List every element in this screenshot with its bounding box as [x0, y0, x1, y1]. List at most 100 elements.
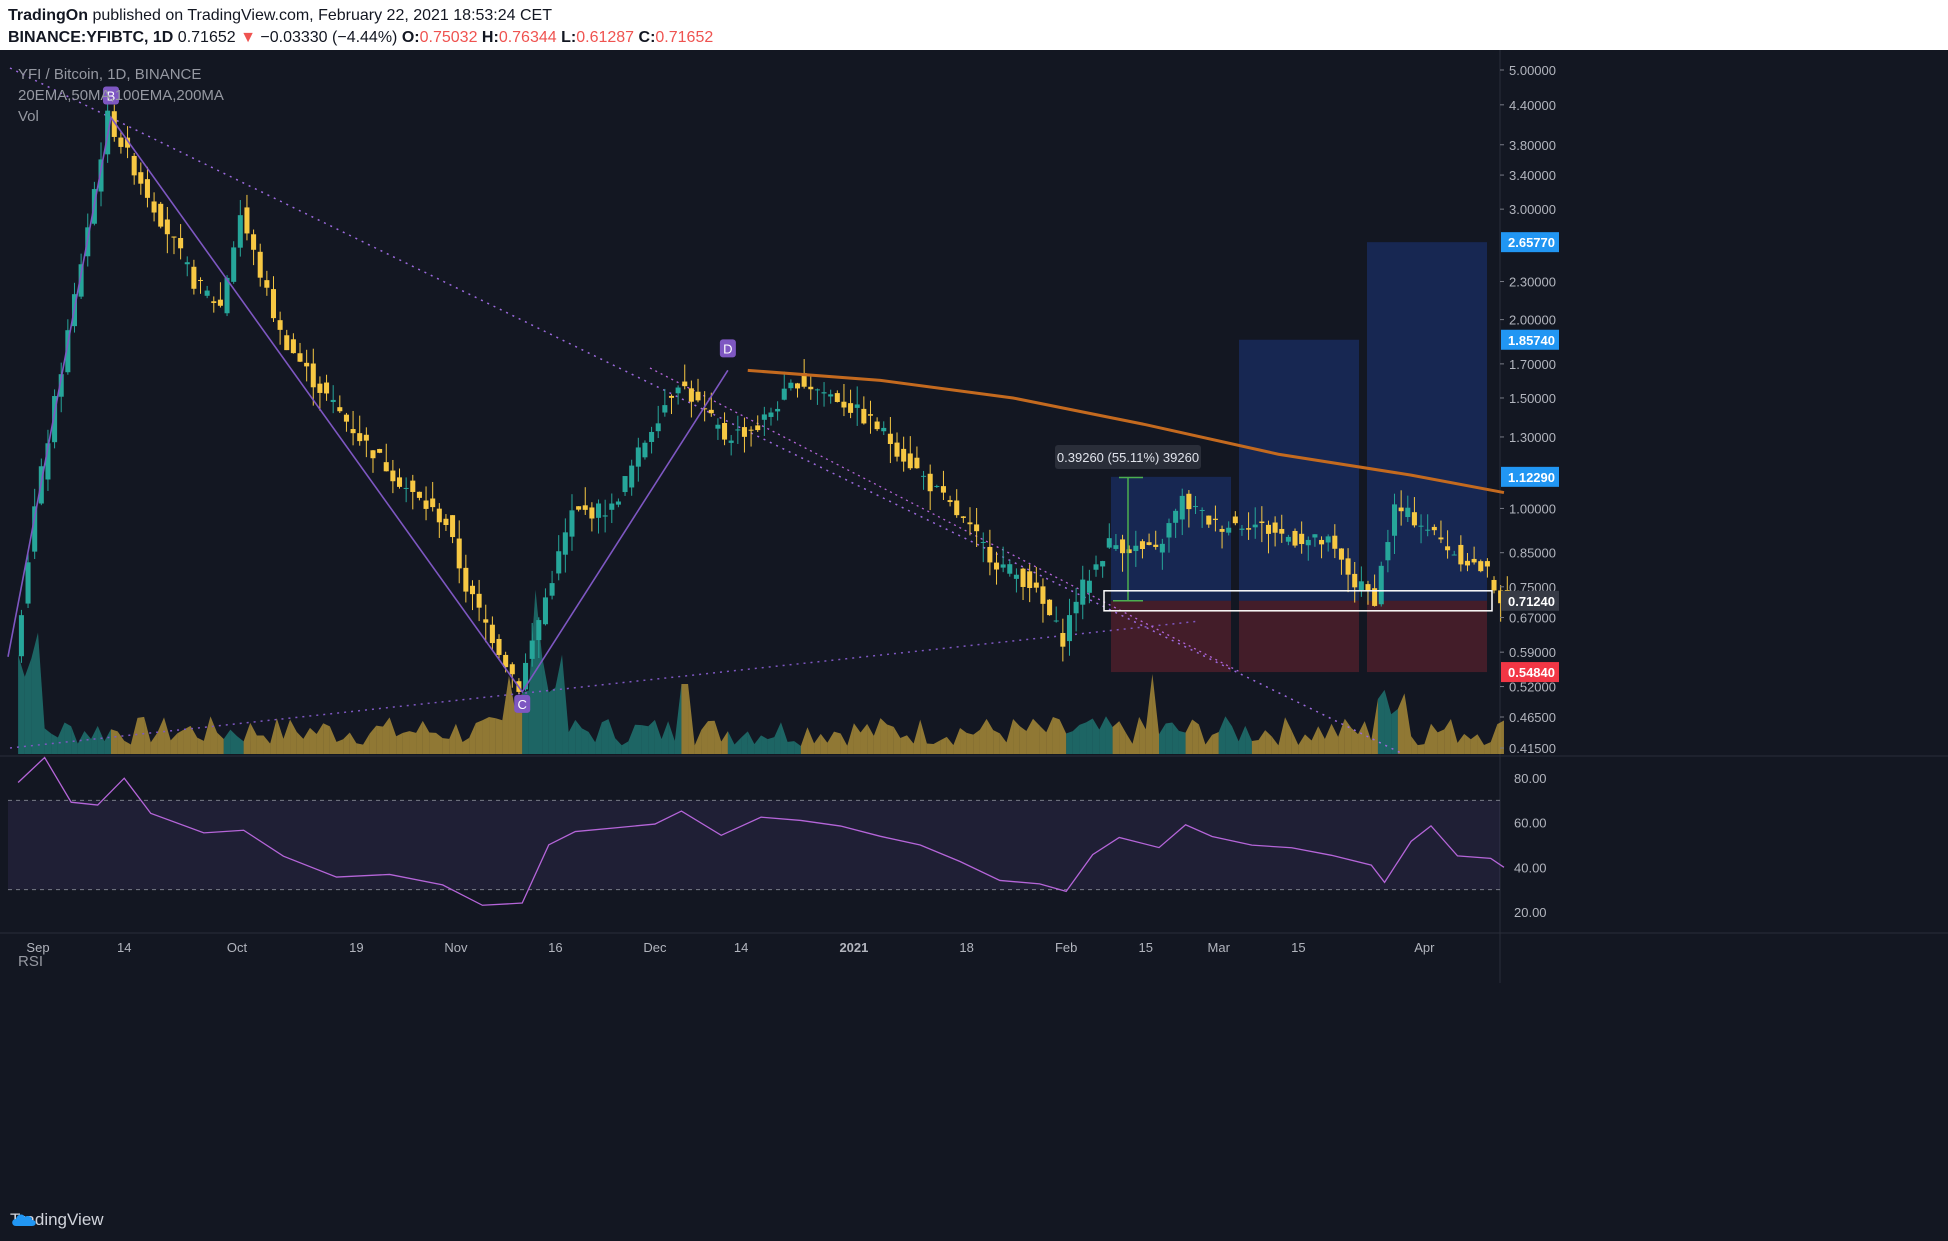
candle: [1153, 544, 1159, 547]
time-tick-label: 18: [959, 940, 973, 955]
volume-area: [767, 737, 775, 754]
candle: [901, 448, 907, 462]
candle: [1020, 568, 1026, 587]
volume-area: [164, 717, 171, 754]
candle: [237, 215, 243, 248]
pattern-point-marker: [719, 339, 736, 358]
candle: [450, 515, 456, 538]
candle: [1332, 535, 1338, 549]
candle: [503, 654, 509, 668]
candle: [1173, 510, 1179, 523]
candle: [383, 462, 389, 472]
candle: [25, 562, 31, 604]
symbol-legend: YFI / Bitcoin, 1D, BINANCE: [18, 66, 202, 83]
candle: [642, 442, 648, 458]
stop-loss-zone: [1111, 600, 1231, 673]
candle: [834, 393, 840, 402]
candle: [1471, 558, 1477, 563]
candle: [967, 522, 973, 525]
volume-area: [283, 719, 291, 754]
publisher-name[interactable]: TradingOn: [8, 7, 88, 24]
candle: [1279, 528, 1285, 534]
candle: [1219, 529, 1225, 532]
stop-loss-zone: [1367, 600, 1487, 673]
candle: [1464, 560, 1471, 566]
time-tick-label: 19: [349, 940, 363, 955]
high-label: H:: [481, 29, 499, 46]
volume-area: [701, 721, 708, 754]
volume-area: [920, 719, 927, 754]
candle: [529, 640, 535, 659]
volume-area: [1232, 726, 1239, 754]
volume-area: [1099, 716, 1106, 754]
candle: [509, 664, 515, 675]
volume-area: [1238, 725, 1246, 754]
candle: [1126, 549, 1132, 554]
candle: [317, 383, 323, 393]
candle: [934, 486, 940, 488]
candle: [343, 414, 349, 422]
volume-area: [1371, 698, 1378, 754]
volume-area: [1265, 730, 1272, 754]
candle: [1113, 545, 1119, 549]
profit-target-zone: [1367, 242, 1487, 601]
volume-area: [1444, 718, 1451, 754]
rsi-tick-label: 20.00: [1514, 905, 1547, 920]
volume-area: [124, 740, 131, 754]
candle: [270, 289, 277, 319]
low-value: 0.61287: [576, 29, 635, 46]
volume-area: [668, 721, 675, 754]
candle: [609, 503, 615, 510]
candle: [1053, 620, 1059, 622]
price-tick-label: 0.41500: [1509, 741, 1556, 756]
candle: [615, 501, 621, 505]
volume-area: [84, 731, 92, 754]
volume-area: [1119, 721, 1126, 754]
volume-area: [1192, 719, 1199, 754]
volume-area: [38, 632, 45, 754]
stop-loss-zone: [1239, 600, 1359, 673]
volume-area: [906, 735, 914, 754]
candle: [1425, 529, 1431, 531]
volume-area: [1139, 716, 1146, 754]
volume-area: [794, 741, 801, 754]
volume-area: [495, 718, 503, 754]
chart-canvas[interactable]: B C D 0.39260 (55.11%) 39260 5.00000 4.40000 3…: [0, 50, 1948, 1200]
candle: [1458, 544, 1464, 565]
price-badge: [1501, 232, 1559, 253]
candle: [1047, 599, 1053, 616]
candle: [1000, 564, 1006, 568]
price-tick-label: 3.80000: [1509, 138, 1556, 153]
candle: [841, 401, 847, 408]
chart-area[interactable]: B C D 0.39260 (55.11%) 39260 5.00000 4.40000 3…: [0, 50, 1948, 1200]
volume-area: [754, 735, 762, 754]
volume-area: [343, 732, 350, 754]
tradingview-cloud-icon: [12, 1214, 36, 1226]
volume-area: [1338, 718, 1345, 754]
volume-area: [1026, 718, 1033, 754]
volume-area: [1079, 722, 1087, 754]
close-value: 0.71652: [655, 29, 714, 46]
volume-area: [608, 719, 616, 754]
volume-area: [462, 737, 470, 754]
volume-area: [1318, 726, 1325, 754]
volume-area: [1477, 734, 1485, 754]
candle: [960, 516, 966, 518]
price-tick-label: 0.46500: [1509, 710, 1556, 725]
volume-area: [170, 733, 178, 754]
candle: [755, 425, 761, 431]
volume-area: [1178, 730, 1186, 754]
volume-area: [528, 589, 536, 754]
candle: [768, 412, 774, 417]
rsi-tick-label: 60.00: [1514, 816, 1547, 831]
volume-area: [489, 716, 496, 754]
candle: [828, 394, 834, 397]
footer-bar: TradingView: [0, 1200, 1948, 1241]
candle: [277, 320, 283, 330]
volume-area: [482, 716, 490, 754]
candle: [18, 615, 24, 657]
volume-area: [993, 730, 1000, 754]
volume-area: [542, 656, 549, 754]
time-tick-label: 15: [1139, 940, 1153, 955]
tradingview-logo[interactable]: TradingView: [10, 1210, 104, 1230]
